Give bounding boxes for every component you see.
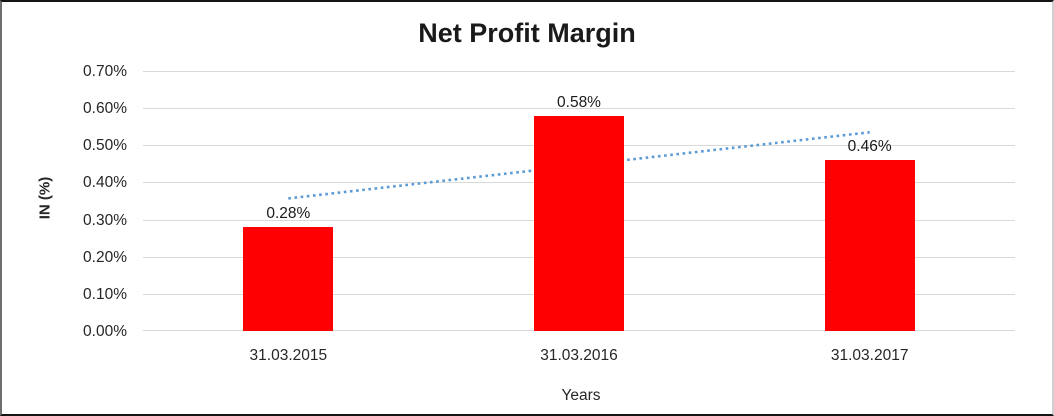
bar-31.03.2017 [824, 160, 915, 331]
y-tick-label: 0.60% [83, 100, 127, 118]
bar-value-label: 0.28% [266, 205, 311, 222]
bar-31.03.2016 [534, 115, 624, 331]
x-tick-label: 31.03.2017 [830, 347, 909, 364]
y-tick-label: 0.00% [83, 323, 127, 340]
chart-title: Net Profit Margin [418, 18, 636, 48]
y-tick-label: 0.10% [83, 285, 127, 303]
plot-area [143, 71, 1015, 331]
gridline [143, 108, 1015, 110]
y-tick-label: 0.50% [83, 137, 127, 155]
x-axis-title: Years [561, 387, 601, 404]
y-axis-title: IN (%) [36, 176, 54, 220]
y-tick-label: 0.40% [83, 174, 127, 192]
x-tick-label: 31.03.2015 [249, 347, 328, 364]
x-tick-label: 31.03.2016 [540, 347, 618, 364]
bar-value-label: 0.46% [847, 138, 892, 156]
bar-value-label: 0.58% [557, 93, 601, 111]
y-tick-label: 0.30% [83, 211, 127, 229]
bar-31.03.2015 [243, 227, 334, 331]
gridline [143, 71, 1015, 72]
y-tick-label: 0.70% [83, 63, 127, 80]
y-tick-label: 0.20% [83, 248, 127, 266]
